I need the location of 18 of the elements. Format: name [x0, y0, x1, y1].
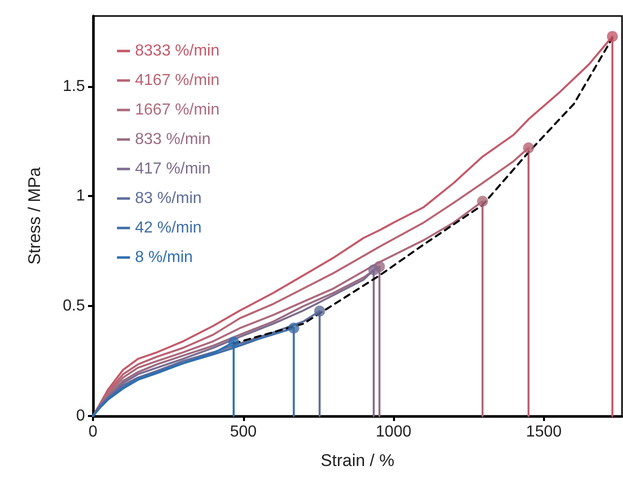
- y-tick-label: 1: [76, 188, 86, 205]
- x-tick-label: 1500: [526, 424, 562, 440]
- x-axis-title: Strain / %: [320, 451, 394, 470]
- x-tick-label: 1000: [376, 424, 412, 440]
- legend-label: 417 %/min: [135, 160, 211, 178]
- legend-label: 4167 %/min: [135, 72, 220, 89]
- legend-label: 1667 %/min: [135, 102, 220, 118]
- x-tick-label: 500: [230, 424, 257, 440]
- y-tick-label: 0.5: [62, 298, 86, 315]
- legend-label: 833 %/min: [135, 131, 211, 148]
- legend-label: 8 %/min: [135, 249, 193, 266]
- legend-label: 83 %/min: [135, 190, 202, 207]
- legend-label: 8333 %/min: [135, 42, 220, 60]
- y-tick-label: 1.5: [62, 78, 86, 95]
- y-tick-label: 0: [76, 408, 86, 424]
- x-tick-label: 0: [88, 424, 98, 440]
- legend-label: 42 %/min: [135, 220, 202, 236]
- y-axis-title: Stress / MPa: [25, 166, 44, 265]
